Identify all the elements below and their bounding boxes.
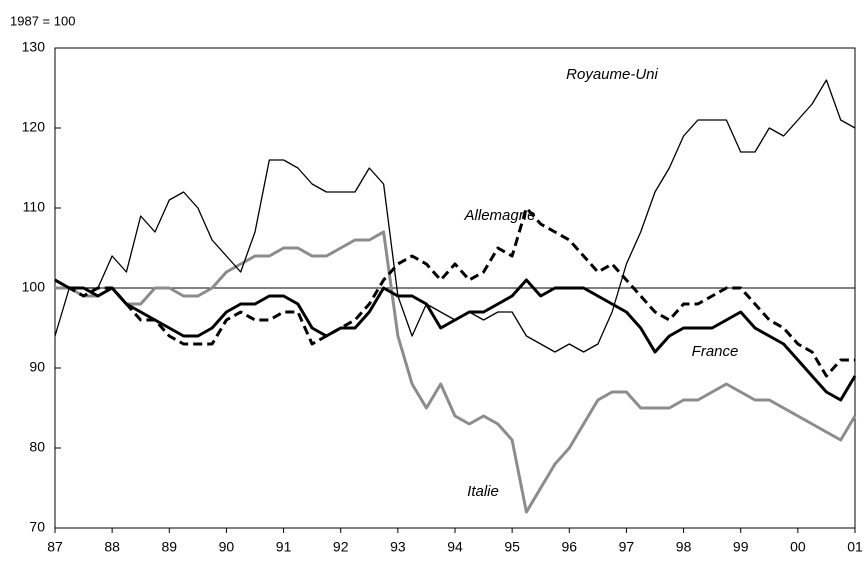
y-tick-label: 70 [29,519,45,535]
x-tick-label: 93 [390,539,406,555]
series-line [54,278,857,402]
x-tick-label: 90 [219,539,235,555]
y-tick-label: 90 [29,359,45,375]
series-label: Allemagne [464,207,536,224]
series-line [54,206,855,378]
y-axis-label: 1987 = 100 [10,13,75,28]
y-tick-label: 80 [29,439,45,455]
series-line [55,230,857,514]
x-tick-label: 94 [447,539,463,555]
y-tick-label: 120 [22,119,46,135]
x-tick-label: 98 [676,539,692,555]
x-tick-label: 91 [276,539,292,555]
series-label: Royaume-Uni [566,66,658,83]
y-tick-label: 130 [22,39,46,55]
x-tick-label: 88 [104,539,120,555]
series-label: France [692,343,739,360]
x-tick-label: 92 [333,539,349,555]
y-tick-label: 100 [22,279,46,295]
x-tick-label: 99 [733,539,749,555]
series-line [54,79,856,353]
x-tick-label: 87 [47,539,63,555]
x-tick-label: 89 [161,539,177,555]
x-tick-label: 95 [504,539,520,555]
x-tick-label: 96 [561,539,577,555]
series-label: Italie [467,483,499,500]
y-tick-label: 110 [23,199,46,215]
x-tick-label: 00 [790,539,806,555]
x-tick-label: 01 [847,539,863,555]
x-tick-label: 97 [619,539,635,555]
